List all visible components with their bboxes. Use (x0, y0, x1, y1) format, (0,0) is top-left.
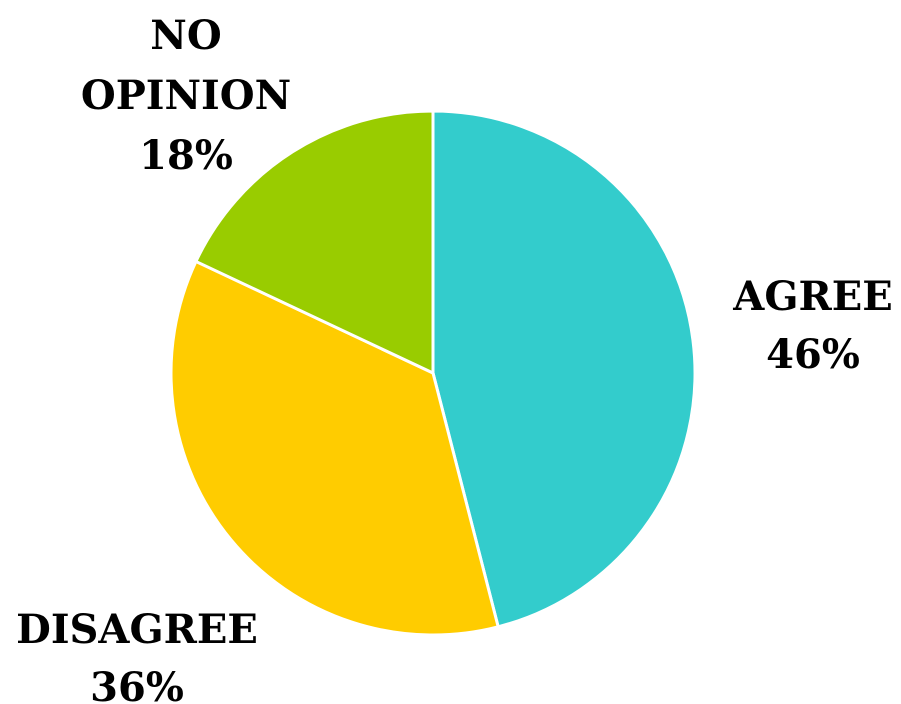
slice-name-agree: AGREE (732, 273, 892, 320)
slice-label-disagree: DISAGREE 36% (16, 606, 258, 704)
slice-name-no-opinion-line-1: NO (150, 12, 221, 59)
slice-value-agree: 46% (766, 331, 860, 378)
pie-slices (169, 109, 697, 637)
pie-slice-agree (431, 109, 697, 629)
slice-label-no-opinion: NO OPINION 18% (81, 12, 291, 179)
slice-label-agree: AGREE 46% (732, 273, 892, 378)
pie-slice-disagree (169, 259, 500, 637)
slice-value-no-opinion: 18% (139, 132, 233, 179)
slice-name-no-opinion-line-2: OPINION (81, 72, 291, 119)
pie-slice-no-opinion (193, 109, 435, 376)
slice-name-disagree: DISAGREE (16, 606, 258, 653)
slice-value-disagree: 36% (90, 664, 184, 704)
